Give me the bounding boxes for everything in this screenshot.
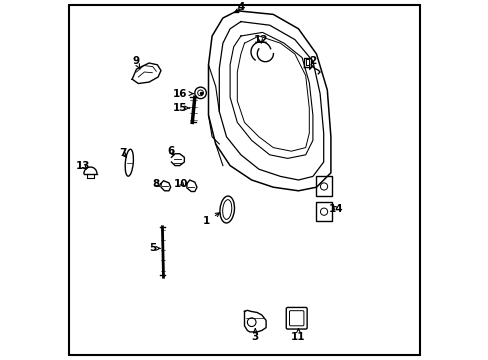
Text: 16: 16 bbox=[172, 89, 193, 99]
Text: 4: 4 bbox=[237, 2, 244, 12]
Text: 1: 1 bbox=[203, 213, 219, 226]
Text: 6: 6 bbox=[167, 146, 174, 156]
Text: 7: 7 bbox=[119, 148, 126, 158]
Text: 9: 9 bbox=[132, 56, 140, 69]
Text: 2: 2 bbox=[308, 56, 316, 69]
Text: 13: 13 bbox=[76, 161, 90, 171]
Text: 11: 11 bbox=[291, 329, 305, 342]
Text: 8: 8 bbox=[152, 179, 160, 189]
Bar bbox=[316, 202, 331, 221]
Text: 15: 15 bbox=[172, 103, 189, 113]
Text: 3: 3 bbox=[251, 329, 258, 342]
Text: 10: 10 bbox=[174, 179, 188, 189]
Text: 14: 14 bbox=[328, 204, 343, 214]
Text: 5: 5 bbox=[149, 243, 160, 253]
Text: 12: 12 bbox=[253, 35, 267, 45]
Bar bbox=[316, 176, 331, 196]
